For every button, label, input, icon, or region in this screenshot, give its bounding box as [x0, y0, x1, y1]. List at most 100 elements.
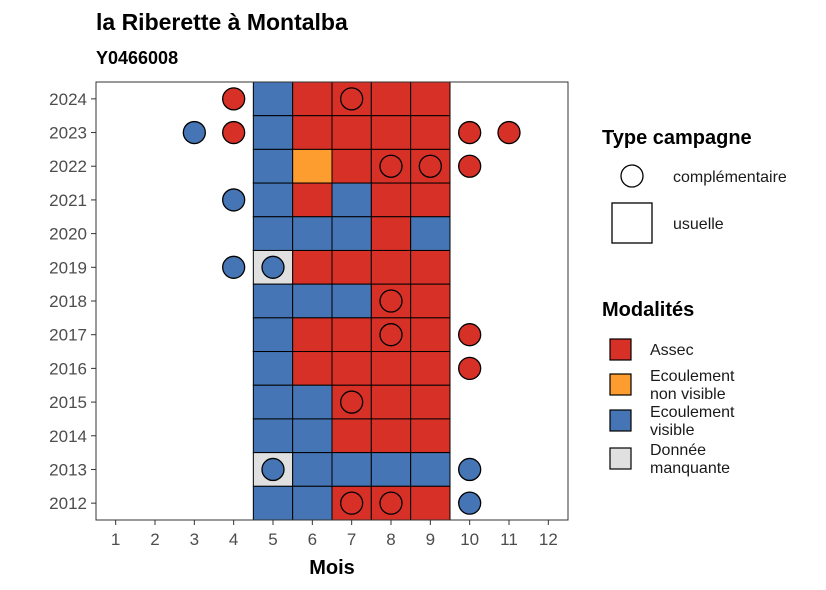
tile-2015-8 [370, 384, 412, 420]
legend-key-assec [609, 338, 632, 361]
legend-label-ecoulement-visible: Ecoulement visible [650, 404, 735, 439]
legend-key-donnee-manquante [609, 447, 632, 470]
tile-2017-5 [252, 317, 294, 353]
legend-label-ecoulement-non-visible: Ecoulement non visible [650, 368, 735, 403]
tile-2021-6 [292, 182, 333, 218]
legend-key-complementaire [620, 164, 644, 188]
point-2024-7 [340, 87, 364, 111]
tile-2014-8 [370, 418, 412, 454]
tile-2014-5 [252, 418, 294, 454]
tile-2024-6 [292, 81, 333, 117]
y-tick-label-2019: 2019 [49, 258, 87, 277]
x-tick-label-11: 11 [500, 530, 518, 549]
legend-label-assec: Assec [650, 342, 694, 359]
tiles-layer [252, 81, 451, 521]
legend-key-ecoulement-visible [609, 409, 632, 432]
x-tick-label-3: 3 [190, 530, 199, 549]
y-tick-label-2020: 2020 [49, 225, 87, 244]
tile-2022-5 [252, 148, 294, 184]
y-axis: 2012 2013 2014 2015 2016 2017 2018 2019 2020 2021… [49, 90, 96, 513]
tile-2016-8 [370, 351, 412, 386]
tile-2015-9 [410, 384, 451, 420]
chart-subtitle: Y0466008 [96, 48, 178, 68]
x-axis-label: Mois [309, 557, 355, 579]
y-tick-label-2018: 2018 [49, 292, 87, 311]
tile-2023-7 [331, 115, 372, 150]
tile-2021-7 [331, 182, 372, 218]
tile-2021-8 [370, 182, 412, 218]
point-2017-10 [458, 323, 482, 347]
tile-2021-9 [410, 182, 451, 218]
x-tick-label-6: 6 [308, 530, 317, 549]
point-2023-3 [182, 120, 206, 145]
x-tick-label-12: 12 [539, 530, 558, 549]
point-2015-7 [340, 390, 364, 414]
x-tick-label-9: 9 [426, 530, 435, 549]
x-tick-label-2: 2 [150, 530, 159, 549]
tile-2024-9 [410, 81, 451, 117]
y-tick-label-2015: 2015 [49, 393, 87, 412]
point-2018-8 [379, 289, 403, 313]
tile-2020-8 [370, 216, 412, 251]
y-tick-label-2017: 2017 [49, 326, 87, 345]
y-tick-label-2013: 2013 [49, 460, 87, 479]
point-2023-4 [222, 120, 246, 145]
point-2019-4 [222, 255, 246, 279]
tile-2019-8 [370, 249, 412, 285]
legend-label-usuelle: usuelle [673, 216, 724, 233]
tile-2016-6 [292, 351, 333, 386]
x-axis: 1 2 3 4 5 6 7 8 9 10 11 12 [111, 520, 558, 549]
tile-2019-9 [410, 249, 451, 285]
tile-2023-8 [370, 115, 412, 150]
tile-2018-9 [410, 283, 451, 319]
tile-2018-6 [292, 283, 333, 319]
y-tick-label-2012: 2012 [49, 494, 87, 513]
legend-label-complementaire: complémentaire [673, 169, 787, 186]
x-tick-label-5: 5 [268, 530, 277, 549]
tile-2023-6 [292, 115, 333, 150]
x-tick-label-10: 10 [460, 530, 479, 549]
tile-2015-6 [292, 384, 333, 420]
point-2012-7 [340, 491, 364, 515]
legend-key-ecoulement-non-visible [609, 373, 632, 396]
tile-2017-7 [331, 317, 372, 353]
tile-2022-6 [292, 148, 333, 184]
tile-2023-5 [252, 115, 294, 150]
tile-2016-5 [252, 351, 294, 386]
tile-2014-7 [331, 418, 372, 454]
tile-2022-7 [331, 148, 372, 184]
tile-2020-7 [331, 216, 372, 251]
tile-2014-9 [410, 418, 451, 454]
point-2012-8 [379, 491, 403, 515]
points-layer [182, 87, 521, 515]
point-2021-4 [222, 188, 246, 212]
chart-title: la Riberette à Montalba [96, 9, 348, 35]
tile-2019-6 [292, 249, 333, 285]
point-2012-10 [458, 491, 482, 515]
legend-key-usuelle [611, 202, 653, 244]
y-tick-label-2021: 2021 [49, 191, 87, 210]
x-tick-label-8: 8 [386, 530, 395, 549]
x-tick-label-7: 7 [347, 530, 356, 549]
point-2013-5 [261, 457, 285, 482]
point-2013-10 [458, 457, 482, 482]
tile-2017-9 [410, 317, 451, 353]
tile-2020-6 [292, 216, 333, 251]
point-2024-4 [222, 87, 246, 111]
tile-2020-5 [252, 216, 294, 251]
point-2017-8 [379, 323, 403, 347]
point-2022-9 [418, 154, 442, 178]
y-tick-label-2022: 2022 [49, 157, 87, 176]
tile-2019-7 [331, 249, 372, 285]
tile-2017-6 [292, 317, 333, 353]
legend-type-title: Type campagne [602, 127, 752, 149]
point-2022-10 [458, 154, 482, 178]
point-2016-10 [458, 356, 482, 381]
point-2023-11 [497, 120, 521, 145]
y-tick-label-2024: 2024 [49, 90, 87, 109]
tile-2023-9 [410, 115, 451, 150]
tile-2013-9 [410, 452, 451, 487]
tile-2012-9 [410, 485, 451, 521]
legend-label-donnee-manquante: Donnée manquante [650, 442, 730, 477]
tile-2015-5 [252, 384, 294, 420]
